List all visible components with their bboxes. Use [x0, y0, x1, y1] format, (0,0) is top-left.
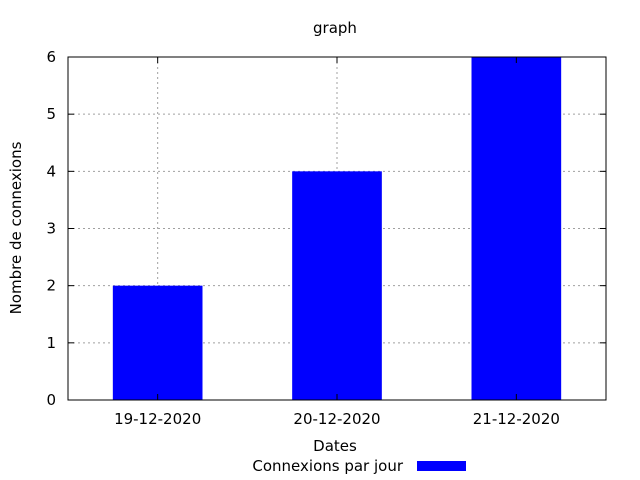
axis-ticks [68, 56, 606, 401]
y-tick-labels: 0 1 2 3 4 5 6 [46, 48, 56, 409]
chart-title: graph [313, 19, 357, 37]
y-tick-label: 0 [46, 391, 56, 409]
y-axis-label: Nombre de connexions [7, 141, 25, 314]
y-tick-label: 4 [46, 162, 56, 180]
legend: Connexions par jour [252, 457, 466, 475]
bar [112, 285, 203, 400]
y-tick-label: 5 [46, 105, 56, 123]
bar [292, 171, 382, 400]
legend-swatch [417, 461, 466, 471]
y-tick-label: 6 [46, 48, 56, 66]
x-tick-label: 19-12-2020 [114, 410, 201, 428]
bars [112, 57, 562, 400]
legend-label: Connexions par jour [252, 457, 403, 475]
y-tick-label: 3 [46, 220, 56, 238]
x-tick-label: 20-12-2020 [293, 410, 380, 428]
bar [471, 57, 562, 400]
y-tick-label: 2 [46, 277, 56, 295]
x-tick-labels: 19-12-2020 20-12-2020 21-12-2020 [114, 410, 560, 428]
x-axis-label: Dates [313, 437, 357, 455]
x-tick-label: 21-12-2020 [473, 410, 560, 428]
y-tick-label: 1 [46, 334, 56, 352]
